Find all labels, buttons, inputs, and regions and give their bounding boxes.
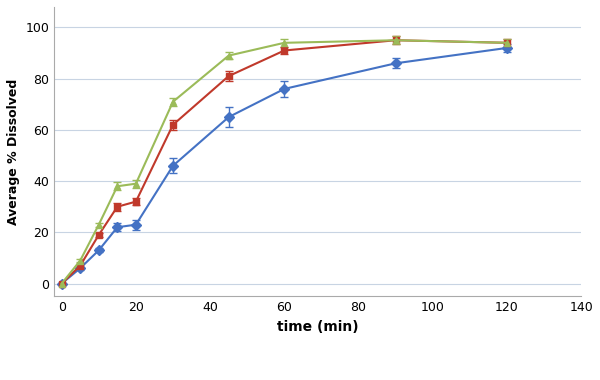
Y-axis label: Average % Dissolved: Average % Dissolved bbox=[7, 79, 20, 225]
X-axis label: time (min): time (min) bbox=[277, 320, 359, 334]
